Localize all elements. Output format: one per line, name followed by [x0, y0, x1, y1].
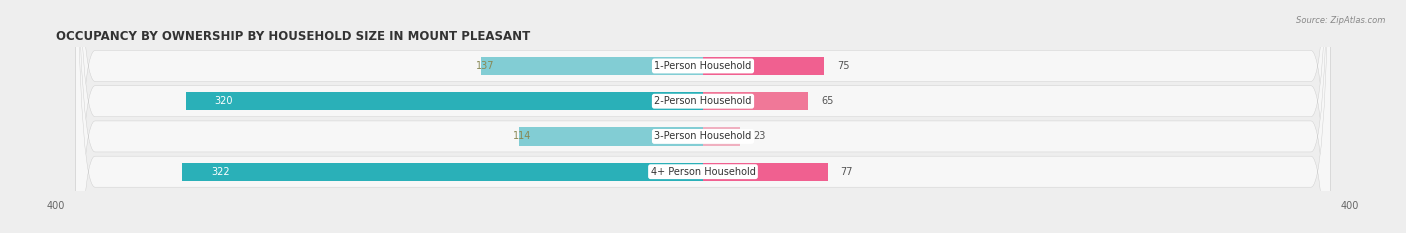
Text: 77: 77 — [841, 167, 853, 177]
Text: 2-Person Household: 2-Person Household — [654, 96, 752, 106]
Text: 4+ Person Household: 4+ Person Household — [651, 167, 755, 177]
Text: Source: ZipAtlas.com: Source: ZipAtlas.com — [1295, 16, 1385, 25]
FancyBboxPatch shape — [76, 0, 1330, 233]
Text: 137: 137 — [475, 61, 495, 71]
Bar — [186, 92, 703, 110]
Bar — [519, 127, 703, 146]
Text: 3-Person Household: 3-Person Household — [654, 131, 752, 141]
Bar — [703, 92, 808, 110]
Text: 23: 23 — [754, 131, 765, 141]
Text: OCCUPANCY BY OWNERSHIP BY HOUSEHOLD SIZE IN MOUNT PLEASANT: OCCUPANCY BY OWNERSHIP BY HOUSEHOLD SIZE… — [56, 30, 530, 43]
Bar — [703, 127, 740, 146]
Text: 1-Person Household: 1-Person Household — [654, 61, 752, 71]
Bar — [481, 57, 703, 75]
FancyBboxPatch shape — [76, 0, 1330, 233]
FancyBboxPatch shape — [76, 0, 1330, 233]
Text: 322: 322 — [211, 167, 231, 177]
Bar — [703, 57, 824, 75]
Text: 75: 75 — [837, 61, 849, 71]
FancyBboxPatch shape — [76, 0, 1330, 233]
Text: 320: 320 — [215, 96, 233, 106]
Bar — [703, 163, 828, 181]
Text: 65: 65 — [821, 96, 834, 106]
Text: 114: 114 — [513, 131, 531, 141]
Bar — [183, 163, 703, 181]
